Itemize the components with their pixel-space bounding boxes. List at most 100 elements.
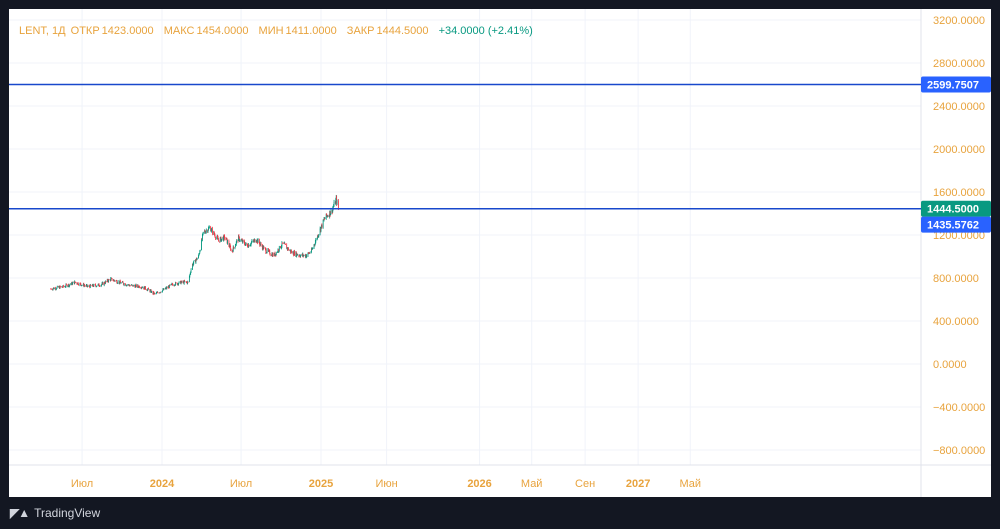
- candle-body: [321, 224, 322, 228]
- symbol-label[interactable]: LENT, 1Д: [19, 25, 66, 37]
- candle-body: [329, 211, 331, 217]
- candle-body: [317, 235, 318, 239]
- candle-body: [87, 286, 89, 288]
- candle-body: [126, 284, 128, 286]
- candle-body: [65, 284, 67, 287]
- candle-body: [241, 239, 242, 241]
- candle-body: [177, 283, 178, 285]
- candle-body: [222, 237, 224, 239]
- candle-body: [294, 251, 295, 256]
- candle-body: [302, 254, 304, 256]
- candle-body: [83, 285, 85, 287]
- level-badge-lower-label: 1435.5762: [927, 220, 979, 232]
- candle-body: [120, 282, 122, 284]
- candle-body: [189, 273, 191, 275]
- footer-branding[interactable]: ◤▲ TradingView: [10, 505, 100, 521]
- candle-body: [292, 251, 294, 255]
- candle-body: [290, 250, 291, 253]
- candle-body: [322, 219, 324, 228]
- candle-body: [243, 239, 245, 242]
- candle-body: [153, 293, 155, 295]
- candle-body: [157, 292, 159, 293]
- candle-body: [234, 246, 236, 248]
- time-tick-label: Июл: [230, 478, 252, 490]
- candle-body: [125, 283, 126, 286]
- candle-body: [275, 254, 276, 256]
- candle-body: [142, 287, 143, 289]
- price-tick-label: 400.0000: [933, 316, 979, 328]
- candle-body: [187, 281, 188, 284]
- candle-body: [199, 253, 200, 255]
- level-badge-upper-label: 2599.7507: [927, 80, 979, 92]
- price-chart[interactable]: 3200.0000 2800.0000 2400.0000 2000.0000 1600…: [9, 9, 991, 497]
- candle-body: [61, 286, 62, 288]
- candle-body: [271, 253, 273, 256]
- candle-body: [132, 284, 134, 287]
- candle-body: [198, 254, 200, 256]
- candle-body: [192, 264, 193, 270]
- candle-body: [66, 284, 67, 286]
- candle-body: [331, 210, 333, 213]
- candle-body: [254, 239, 255, 241]
- candle-body: [259, 243, 261, 246]
- candle-body: [122, 281, 123, 283]
- candle-body: [173, 285, 175, 287]
- candle-body: [249, 245, 251, 247]
- candle-body: [250, 244, 251, 246]
- candle-body: [196, 258, 198, 260]
- candle-body: [107, 281, 109, 283]
- candle-body: [274, 253, 275, 256]
- candle-body: [76, 282, 78, 284]
- candle-body: [202, 232, 204, 235]
- candle-body: [171, 283, 172, 285]
- candle-body: [213, 231, 215, 235]
- candle-body: [271, 253, 273, 257]
- candle-body: [65, 286, 66, 288]
- candle-body: [318, 235, 319, 238]
- candle-body: [88, 285, 90, 287]
- candle-body: [211, 228, 213, 230]
- candle-body: [92, 284, 94, 287]
- candle-body: [145, 286, 146, 290]
- candle-body: [69, 284, 70, 287]
- candle-body: [167, 287, 169, 288]
- candle-body: [137, 284, 139, 287]
- candle-body: [255, 241, 257, 243]
- time-tick-label: Май: [521, 478, 543, 490]
- candle-body: [217, 237, 219, 240]
- candle-body: [116, 280, 117, 282]
- candle-body: [132, 285, 134, 287]
- candle-body: [104, 283, 106, 285]
- time-tick-label: Июн: [375, 478, 397, 490]
- candle-body: [281, 246, 282, 248]
- candle-body: [269, 250, 271, 255]
- candle-body: [89, 285, 90, 287]
- candle-body: [205, 232, 206, 234]
- candle-body: [281, 242, 283, 247]
- candle-body: [296, 253, 298, 256]
- candle-body: [53, 287, 54, 289]
- candle-body: [150, 290, 152, 291]
- candle-body: [201, 239, 202, 251]
- candle-body: [138, 286, 140, 288]
- candle-body: [324, 218, 325, 220]
- candle-body: [332, 207, 334, 209]
- candle-body: [55, 287, 56, 290]
- candle-body: [146, 290, 148, 291]
- candle-body: [78, 284, 79, 286]
- candle-body: [271, 254, 272, 256]
- candle-body: [256, 239, 258, 242]
- candle-body: [117, 281, 119, 284]
- level-badge-lower-bg: [921, 216, 991, 233]
- candle-body: [80, 283, 82, 285]
- candle-body: [308, 252, 310, 254]
- candle-body: [140, 287, 142, 289]
- candle-body: [98, 283, 100, 286]
- time-tick-label: 2026: [467, 478, 491, 490]
- candle-body: [275, 252, 277, 256]
- candle-body: [247, 245, 248, 247]
- candle-body: [274, 253, 276, 256]
- candle-body: [265, 252, 267, 254]
- candle-body: [320, 227, 322, 232]
- candle-body: [225, 238, 227, 240]
